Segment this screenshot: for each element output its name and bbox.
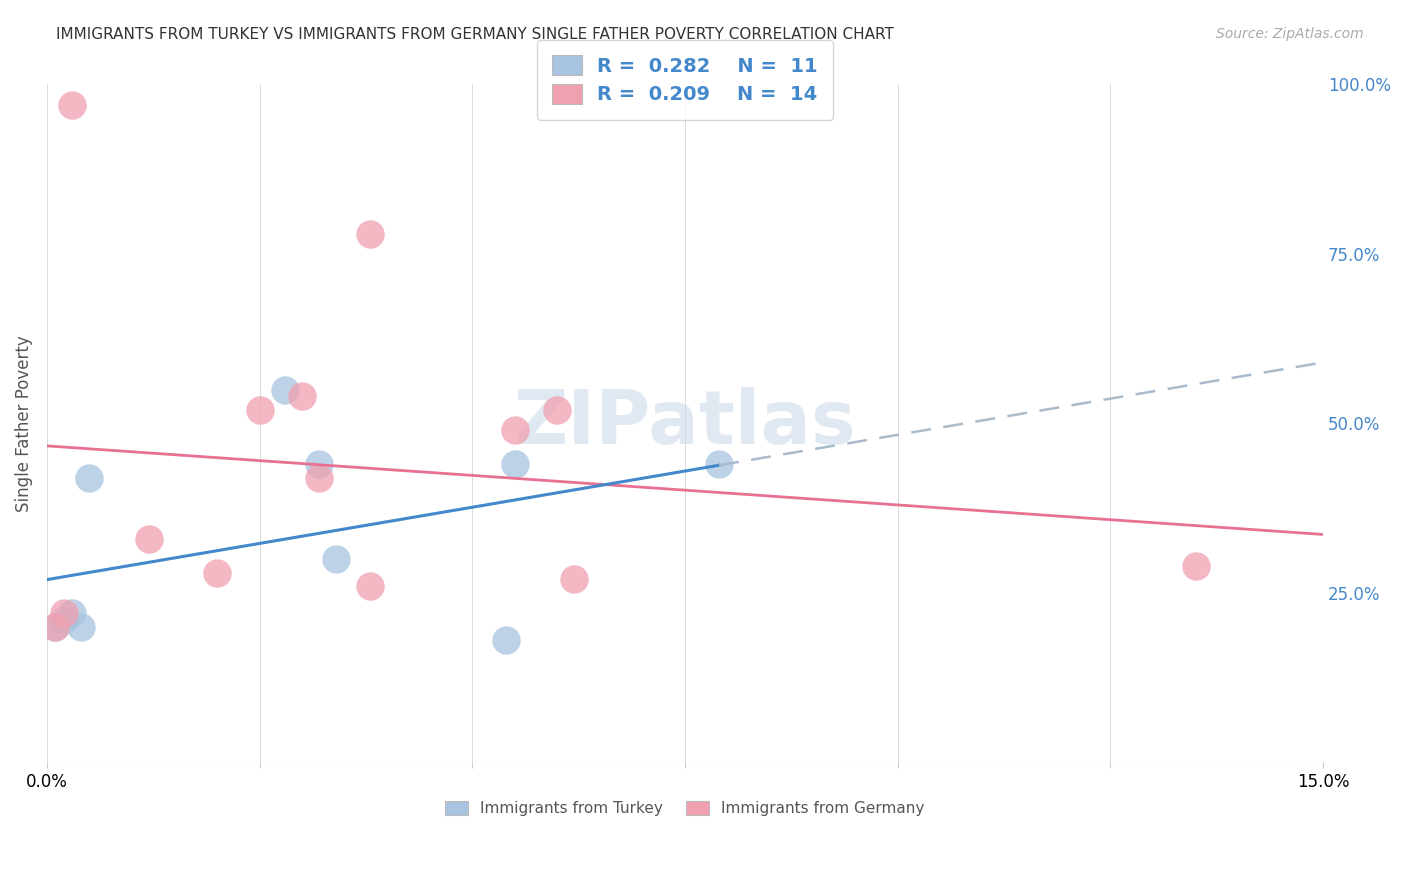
Point: [44, 620, 66, 634]
Point: [138, 532, 160, 546]
Y-axis label: Single Father Poverty: Single Father Poverty: [15, 335, 32, 512]
Point: [291, 389, 314, 403]
Point: [503, 457, 526, 471]
Point: [62, 607, 84, 621]
Legend: Immigrants from Turkey, Immigrants from Germany: Immigrants from Turkey, Immigrants from …: [439, 796, 931, 822]
Point: [79, 471, 101, 485]
Point: [249, 403, 271, 417]
Point: [564, 573, 586, 587]
Point: [546, 403, 568, 417]
Point: [359, 579, 381, 593]
Point: [1184, 558, 1206, 573]
Point: [359, 227, 381, 241]
Point: [274, 383, 297, 397]
Point: [495, 633, 517, 648]
Point: [503, 423, 526, 437]
Point: [707, 457, 730, 471]
Point: [325, 552, 347, 566]
Text: ZIPatlas: ZIPatlas: [513, 387, 856, 460]
Text: Source: ZipAtlas.com: Source: ZipAtlas.com: [1216, 27, 1364, 41]
Point: [62, 97, 84, 112]
Point: [205, 566, 228, 580]
Point: [308, 457, 330, 471]
Point: [52, 613, 75, 627]
Text: IMMIGRANTS FROM TURKEY VS IMMIGRANTS FROM GERMANY SINGLE FATHER POVERTY CORRELAT: IMMIGRANTS FROM TURKEY VS IMMIGRANTS FRO…: [56, 27, 894, 42]
Point: [52, 607, 75, 621]
Point: [44, 620, 66, 634]
Point: [308, 471, 330, 485]
Point: [70, 620, 93, 634]
